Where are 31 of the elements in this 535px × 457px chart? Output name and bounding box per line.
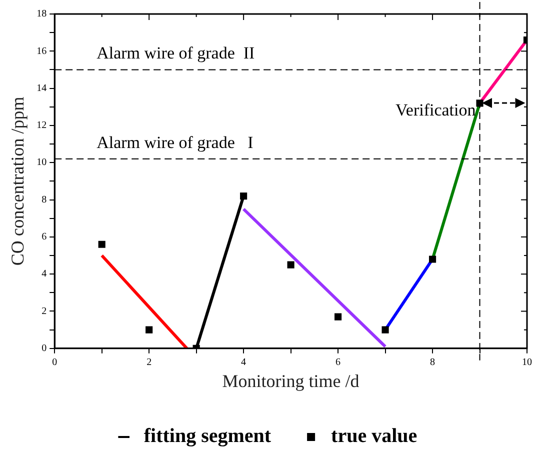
x-tick-label: 10 <box>522 357 532 368</box>
x-tick-label: 8 <box>430 357 436 368</box>
point <box>476 100 484 107</box>
legend-label: true value <box>331 425 418 448</box>
y-tick-label: 2 <box>42 306 47 317</box>
legend-label: fitting segment <box>144 425 272 448</box>
y-tick-label: 14 <box>36 82 47 94</box>
point <box>146 326 153 334</box>
point <box>334 313 342 320</box>
y-tick-label: 8 <box>42 194 47 206</box>
x-tick-label: 6 <box>336 357 341 368</box>
ref-line-label: Alarm wire of grade II <box>96 44 256 63</box>
x-tick-label: 0 <box>52 357 58 368</box>
point <box>98 240 106 248</box>
y-tick-label: 18 <box>36 8 47 20</box>
y-tick-label: 16 <box>36 46 47 57</box>
x-tick-label: 4 <box>241 357 246 368</box>
point <box>287 261 294 268</box>
y-tick-label: 12 <box>36 120 47 132</box>
point <box>382 326 389 334</box>
point <box>428 256 436 263</box>
x-tick-label: 2 <box>146 357 152 368</box>
y-tick-label: 6 <box>42 232 47 243</box>
annotation: Verification <box>396 100 476 120</box>
x-axis-title: Monitoring time /d <box>222 370 360 391</box>
y-axis-title: CO concentration /ppm <box>8 96 28 266</box>
y-tick-label: 0 <box>42 343 47 354</box>
ref-line-label: Alarm wire of grade I <box>96 132 254 152</box>
point <box>240 192 248 200</box>
y-tick-label: 10 <box>36 157 47 168</box>
y-tick-label: 4 <box>42 268 47 280</box>
